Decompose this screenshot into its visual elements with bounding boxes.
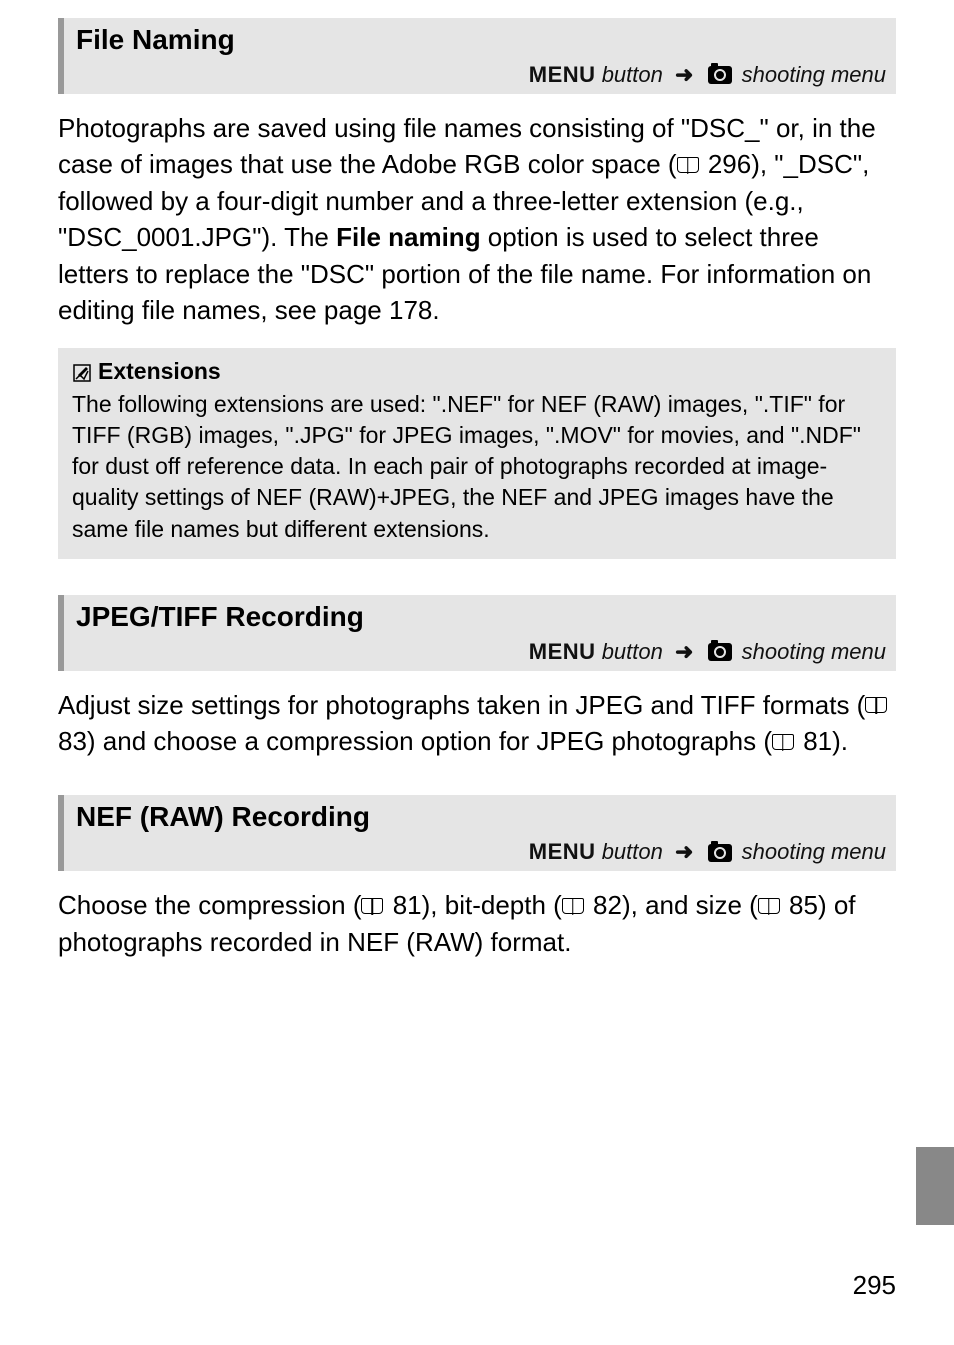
bold-text: File naming bbox=[336, 222, 480, 252]
breadcrumb: MENU button ➜ shooting menu bbox=[64, 60, 896, 94]
menu-label: MENU bbox=[529, 839, 596, 864]
breadcrumb-target: shooting menu bbox=[742, 62, 886, 87]
menu-label: MENU bbox=[529, 62, 596, 87]
text-segment: 81). bbox=[803, 726, 848, 756]
section-title: NEF (RAW) Recording bbox=[64, 795, 896, 837]
arrow-icon: ➜ bbox=[675, 839, 693, 864]
section-title: JPEG/TIFF Recording bbox=[64, 595, 896, 637]
breadcrumb: MENU button ➜ shooting menu bbox=[64, 637, 896, 671]
breadcrumb-button-text: button bbox=[602, 839, 663, 864]
book-icon bbox=[758, 898, 780, 914]
text-segment: Choose the compression ( bbox=[58, 890, 361, 920]
nef-raw-body: Choose the compression ( 81), bit-depth … bbox=[58, 887, 896, 960]
note-box-extensions: Extensions The following extensions are … bbox=[58, 348, 896, 558]
book-icon bbox=[865, 697, 887, 713]
camera-icon bbox=[708, 643, 732, 661]
text-segment: 82), and size ( bbox=[593, 890, 758, 920]
camera-icon bbox=[708, 844, 732, 862]
breadcrumb-target: shooting menu bbox=[742, 639, 886, 664]
breadcrumb-button-text: button bbox=[602, 639, 663, 664]
section-header-nef-raw: NEF (RAW) Recording MENU button ➜ shooti… bbox=[58, 795, 896, 871]
text-segment: Adjust size settings for photographs tak… bbox=[58, 690, 865, 720]
camera-icon bbox=[708, 66, 732, 84]
arrow-icon: ➜ bbox=[675, 62, 693, 87]
text-segment: 83) and choose a compression option for … bbox=[58, 726, 772, 756]
book-icon bbox=[361, 898, 383, 914]
page-number: 295 bbox=[853, 1270, 896, 1301]
book-icon bbox=[562, 898, 584, 914]
book-icon bbox=[772, 734, 794, 750]
text-segment: 81), bit-depth ( bbox=[393, 890, 562, 920]
breadcrumb: MENU button ➜ shooting menu bbox=[64, 837, 896, 871]
arrow-icon: ➜ bbox=[675, 639, 693, 664]
book-icon bbox=[677, 157, 699, 173]
side-tab bbox=[916, 1147, 954, 1225]
section-header-file-naming: File Naming MENU button ➜ shooting menu bbox=[58, 18, 896, 94]
section-header-jpeg-tiff: JPEG/TIFF Recording MENU button ➜ shooti… bbox=[58, 595, 896, 671]
pencil-icon bbox=[72, 362, 92, 382]
file-naming-body: Photographs are saved using file names c… bbox=[58, 110, 896, 328]
breadcrumb-target: shooting menu bbox=[742, 839, 886, 864]
menu-label: MENU bbox=[529, 639, 596, 664]
note-body: The following extensions are used: ".NEF… bbox=[72, 389, 882, 544]
note-title: Extensions bbox=[72, 358, 882, 385]
section-title: File Naming bbox=[64, 18, 896, 60]
note-title-text: Extensions bbox=[98, 358, 221, 385]
jpeg-tiff-body: Adjust size settings for photographs tak… bbox=[58, 687, 896, 760]
breadcrumb-button-text: button bbox=[602, 62, 663, 87]
